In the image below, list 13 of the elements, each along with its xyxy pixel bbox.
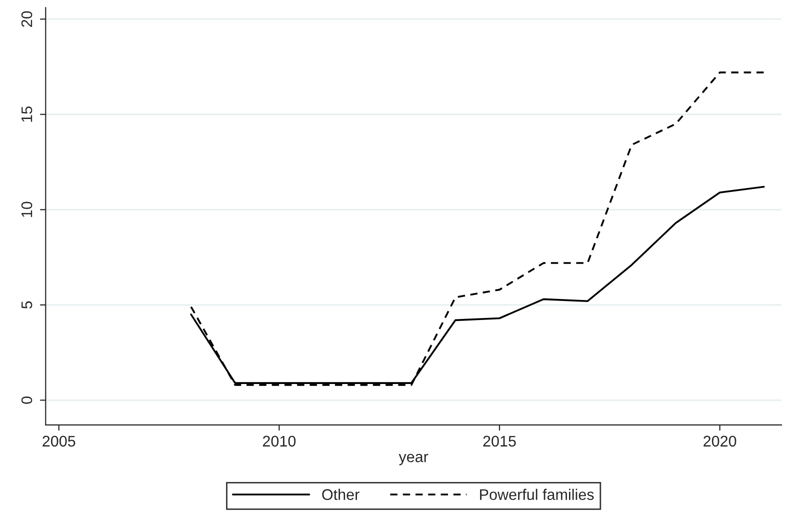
x-tick-label: 2015	[483, 436, 516, 447]
x-axis-title: year	[398, 454, 428, 466]
y-tick-label: 15	[22, 106, 32, 122]
legend-label: Powerful families	[480, 488, 594, 500]
line-series	[190, 72, 765, 386]
x-tick-label: 2005	[42, 436, 76, 447]
legend-label: Other	[322, 488, 360, 500]
x-tick-label: 2020	[704, 436, 736, 447]
y-tick-label: 0	[21, 396, 32, 404]
y-tick-label: 5	[22, 301, 32, 309]
x-tick-label: 2010	[262, 436, 296, 447]
y-tick-label: 20	[21, 11, 32, 27]
y-tick-label: 10	[21, 202, 32, 217]
